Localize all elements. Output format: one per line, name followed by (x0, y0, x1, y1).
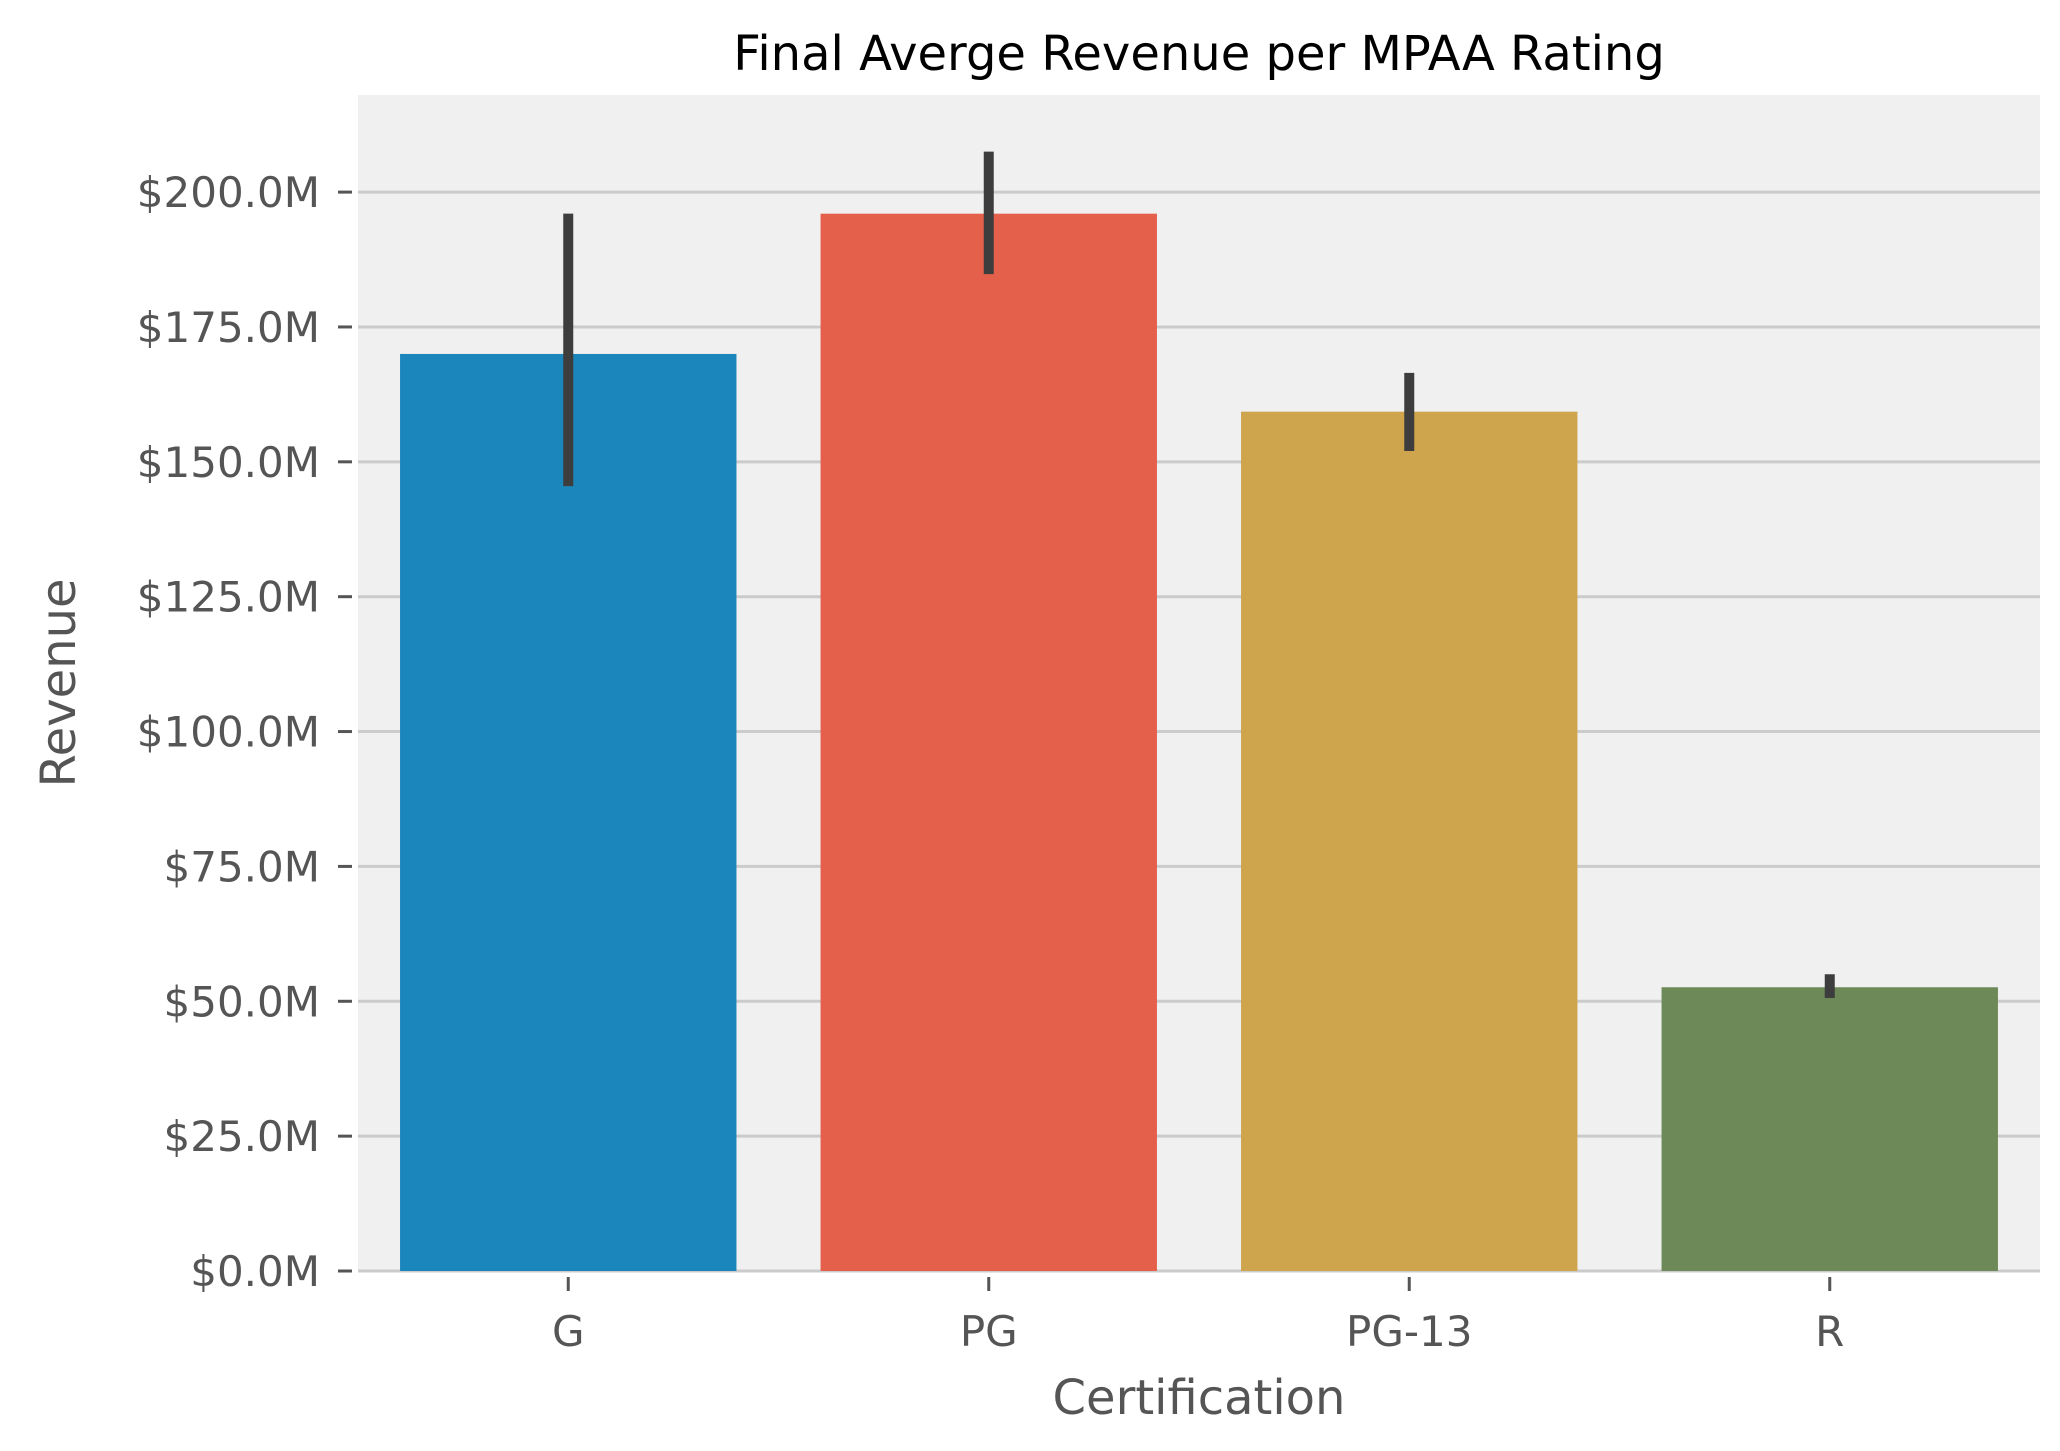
bar-g (400, 353, 737, 1271)
y-tick-label: $25.0M (164, 1112, 320, 1161)
x-tick-label: R (1815, 1307, 1844, 1356)
x-axis-title: Certification (1053, 1370, 1346, 1426)
y-tick-label: $50.0M (164, 977, 320, 1026)
error-bars (563, 151, 1835, 999)
y-axis: $0.0M $25.0M $50.0M $75.0M $100.0M $125.0M $15… (137, 168, 352, 1296)
chart-title: Final Averge Revenue per MPAA Rating (733, 26, 1665, 82)
bar-pg (820, 213, 1157, 1271)
bar-pg-13 (1241, 411, 1578, 1272)
y-tick-label: $150.0M (137, 438, 320, 487)
bars (400, 213, 1998, 1272)
y-tick-label: $125.0M (137, 573, 320, 622)
x-tick-label: PG (960, 1307, 1018, 1356)
y-tick-label: $200.0M (137, 168, 320, 217)
y-tick-label: $75.0M (164, 842, 320, 891)
bar-r (1661, 987, 1998, 1271)
x-tick-label: G (552, 1307, 585, 1356)
y-tick-label: $100.0M (137, 708, 320, 757)
y-axis-title: Revenue (31, 578, 87, 787)
y-tick-label: $175.0M (137, 303, 320, 352)
y-tick-label: $0.0M (190, 1247, 320, 1296)
x-axis: G PG PG-13 R (552, 1277, 1844, 1356)
x-tick-label: PG-13 (1346, 1307, 1472, 1356)
